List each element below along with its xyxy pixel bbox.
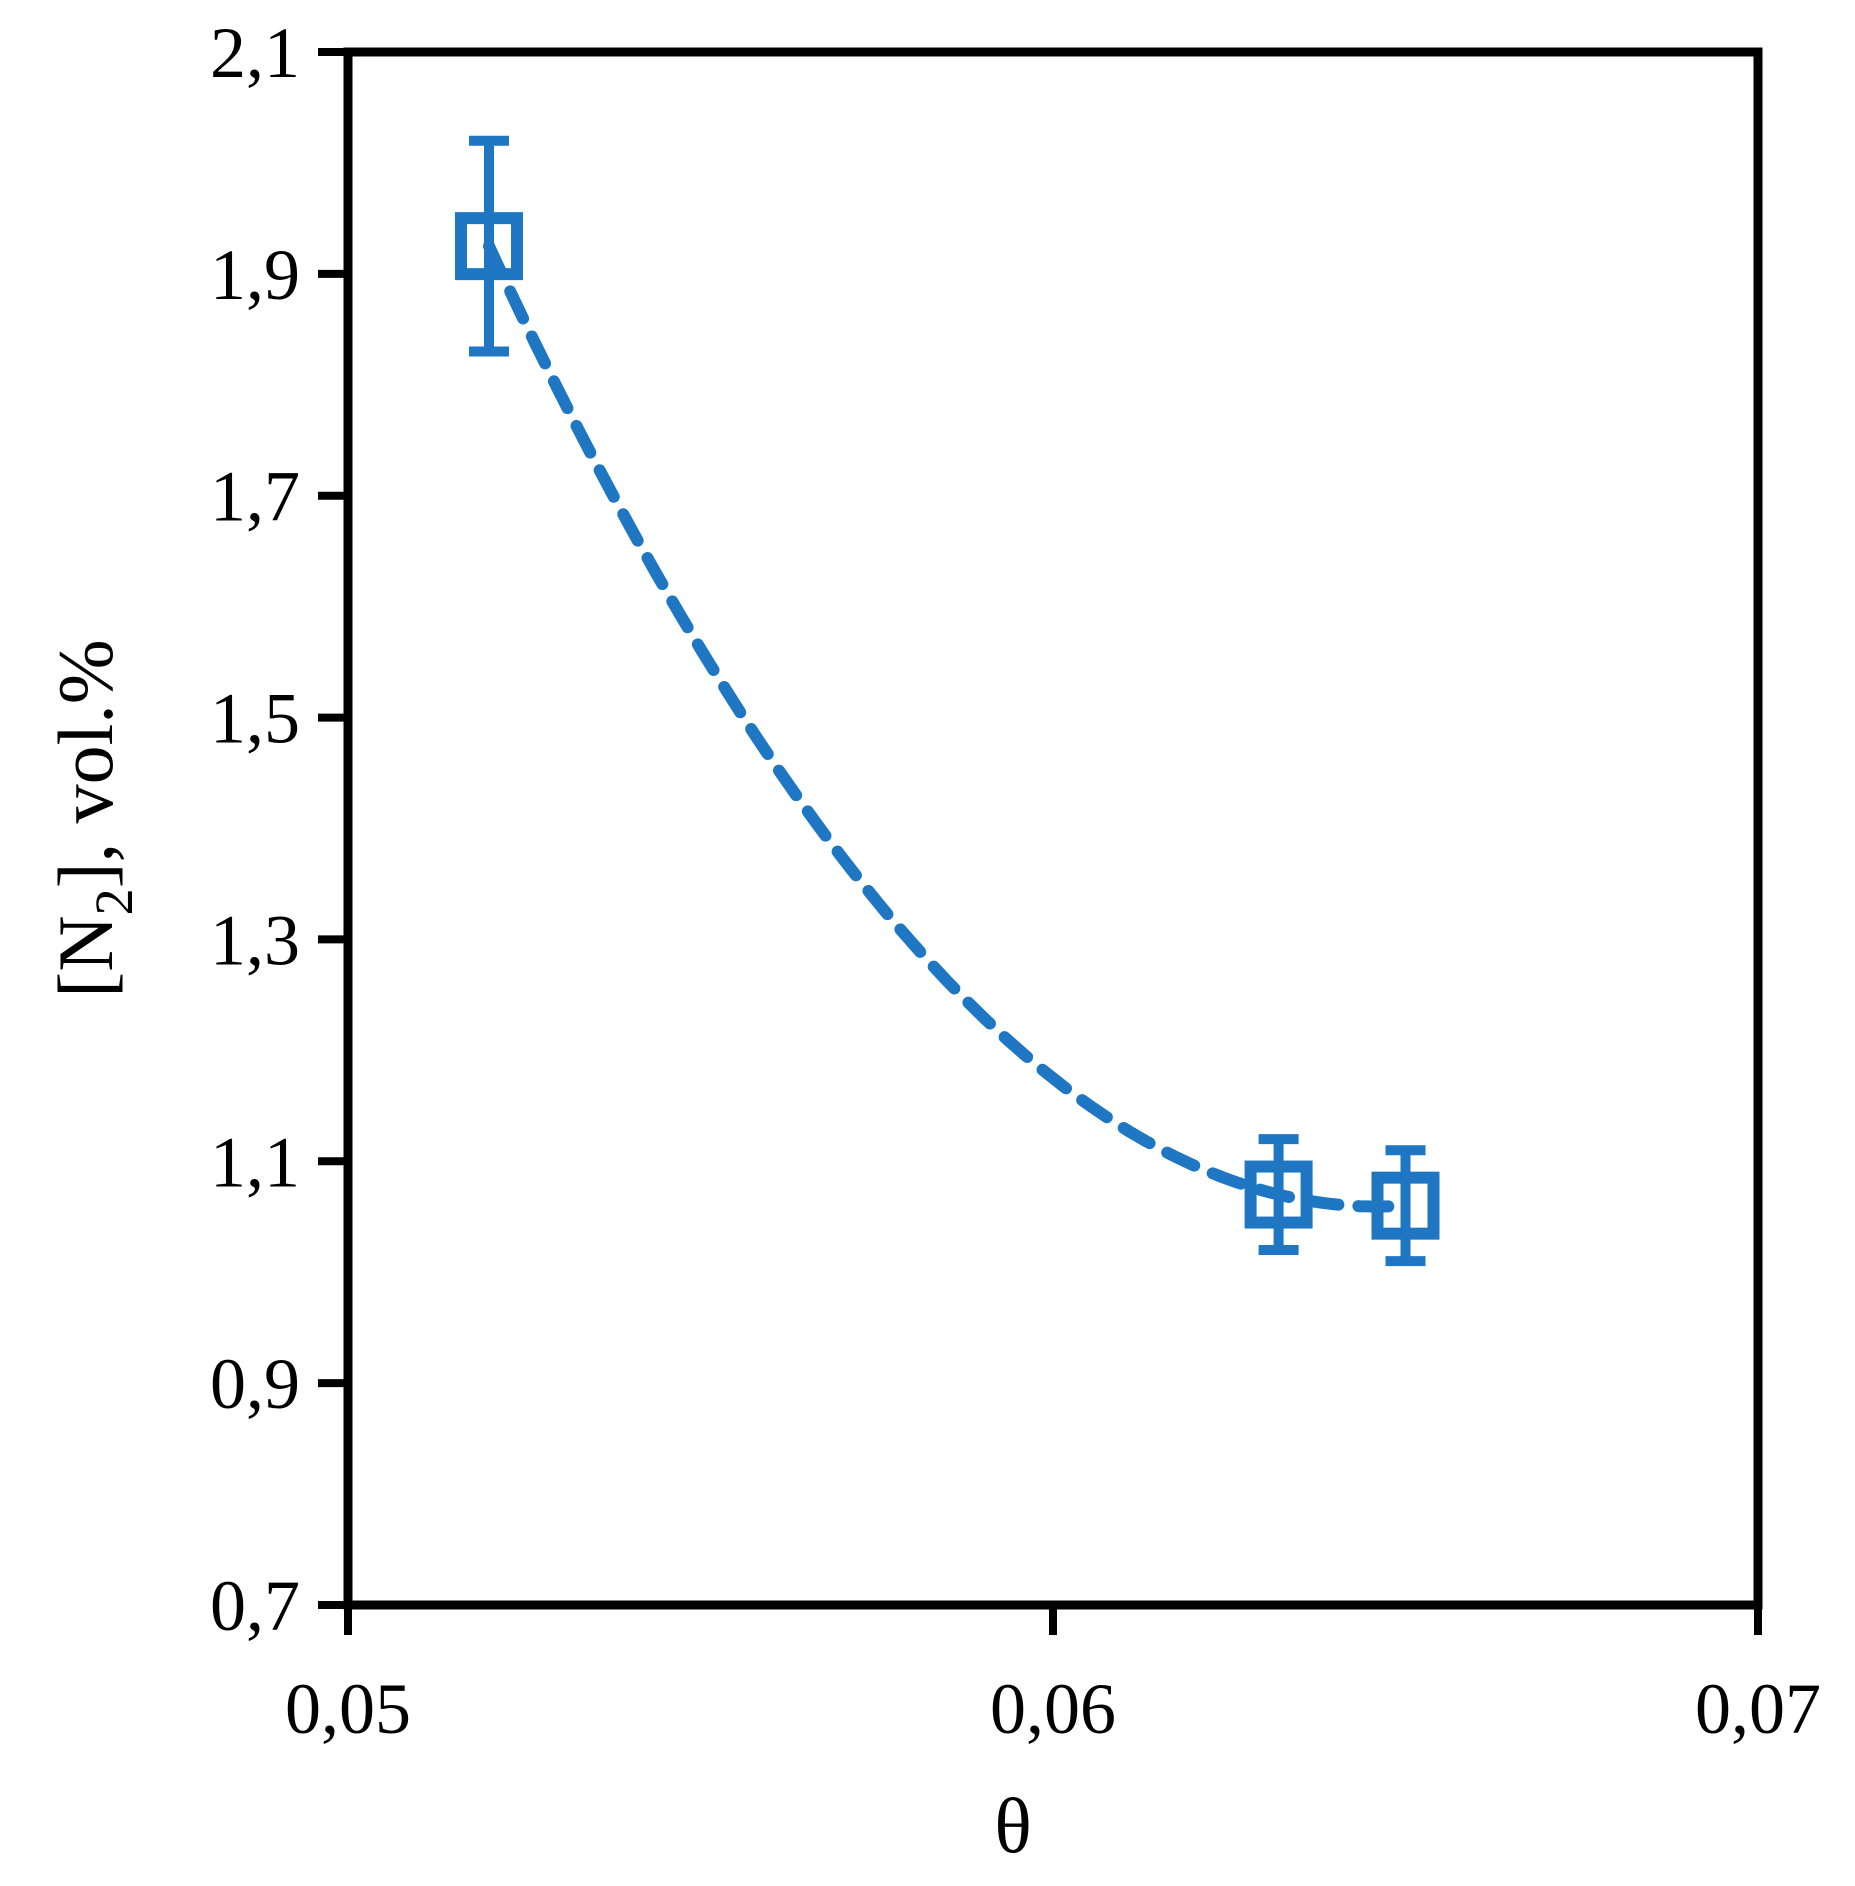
points-layer [455, 135, 1440, 1267]
x-axis: 0,05 0,06 0,07 [285, 1605, 1821, 1749]
square-marker [1244, 1160, 1313, 1229]
y-tick-label: 0,9 [210, 1344, 300, 1424]
trendline-layer [483, 240, 1412, 1213]
y-tick-label: 1,1 [210, 1122, 300, 1202]
y-axis: 0,7 0,9 1,1 1,3 1,5 1,7 1,9 2,1 [210, 13, 348, 1646]
x-tick-label: 0,06 [990, 1669, 1116, 1749]
y-tick-label: 2,1 [210, 13, 300, 93]
data-point [1244, 1134, 1313, 1256]
y-tick-label: 1,5 [210, 679, 300, 759]
plot-area-frame [343, 47, 1763, 1610]
x-tick-label: 0,07 [1695, 1669, 1821, 1749]
y-tick-label: 1,9 [210, 235, 300, 315]
x-tick-label: 0,05 [285, 1669, 411, 1749]
trendline [483, 240, 1412, 1213]
square-marker [1371, 1171, 1440, 1240]
y-tick-label: 1,7 [210, 457, 300, 537]
x-axis-title: θ [994, 1782, 1031, 1869]
data-point [1371, 1145, 1440, 1267]
data-point [455, 135, 523, 357]
y-axis-title-suffix: ], vol.% [42, 639, 129, 888]
y-axis-title-subscript: 2 [84, 888, 144, 915]
y-tick-label: 0,7 [210, 1566, 300, 1646]
y-axis-title: [N2], vol.% [42, 639, 144, 997]
y-tick-label: 1,3 [210, 900, 300, 980]
y-axis-title-prefix: [N [42, 915, 129, 997]
square-marker [455, 212, 523, 281]
